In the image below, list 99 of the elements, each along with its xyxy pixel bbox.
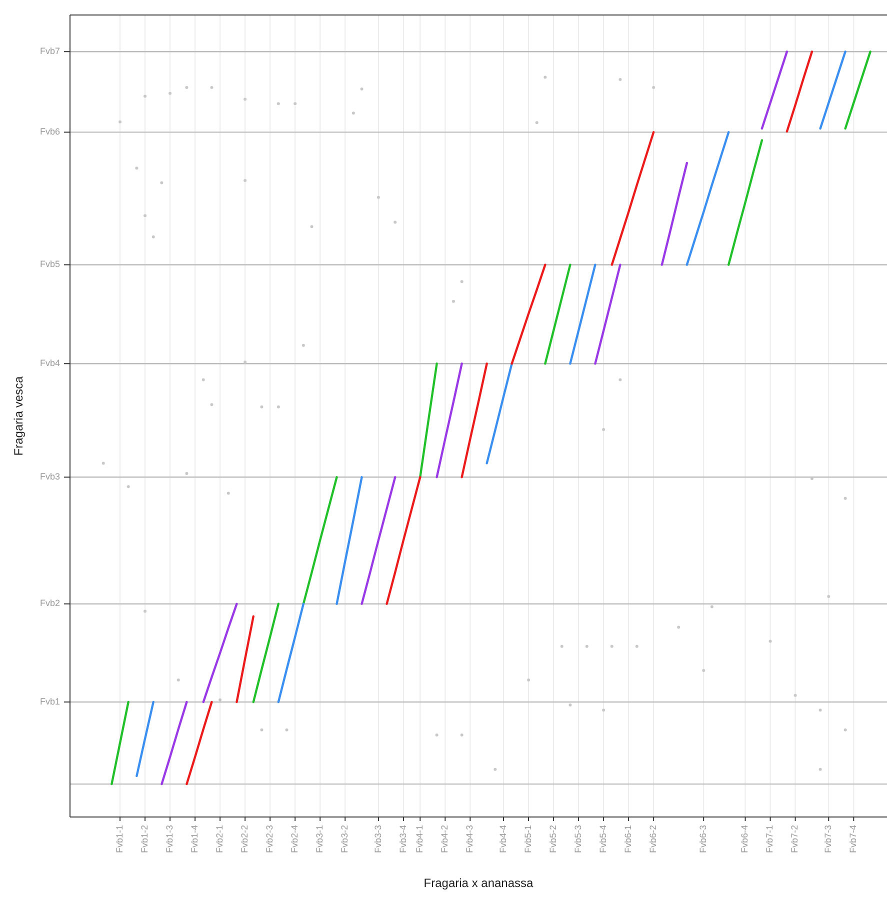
point — [460, 280, 464, 284]
point — [176, 678, 180, 682]
x-tick-label: Fvb6-1 — [622, 825, 633, 854]
x-tick-label: Fvb2-3 — [264, 825, 274, 854]
x-tick-label: Fvb1-4 — [189, 825, 200, 854]
x-tick-label: Fvb5-4 — [598, 825, 608, 854]
point — [435, 733, 438, 736]
point — [844, 728, 847, 732]
point — [794, 694, 797, 697]
x-tick-label: Fvb7-3 — [823, 825, 834, 854]
point — [244, 360, 247, 364]
x-tick-label: Fvb1-3 — [164, 825, 174, 854]
point — [460, 733, 464, 736]
point — [144, 214, 147, 218]
point — [210, 403, 214, 406]
x-tick-label: Fvb4-4 — [498, 825, 508, 854]
x-tick-label: Fvb2-4 — [289, 825, 300, 854]
ref-line-label: Fvb1 — [40, 696, 60, 706]
x-tick-label: Fvb1-2 — [139, 825, 150, 854]
ref-line-label: Fvb7 — [40, 46, 60, 56]
point — [276, 405, 280, 408]
x-tick-label: Fvb6-3 — [698, 825, 708, 854]
point — [352, 112, 355, 115]
point — [394, 220, 397, 224]
point — [144, 610, 147, 613]
x-axis-title: Fragaria x ananassa — [424, 876, 534, 890]
point — [285, 728, 288, 732]
point — [527, 678, 530, 682]
point — [568, 703, 572, 706]
point — [102, 462, 105, 465]
point — [818, 768, 822, 771]
x-tick-label: Fvb6-4 — [740, 825, 750, 854]
x-tick-label: Fvb3-3 — [372, 825, 383, 854]
point — [185, 86, 188, 90]
x-tick-label: Fvb2-2 — [239, 825, 250, 854]
ref-line-label: Fvb4 — [40, 358, 60, 368]
point — [376, 196, 380, 199]
point — [202, 378, 205, 382]
x-tick-label: Fvb7-4 — [848, 825, 858, 854]
ref-line-label: Fvb3 — [40, 472, 60, 482]
point — [210, 86, 214, 90]
point — [602, 428, 606, 432]
ref-line-label: Fvb6 — [40, 126, 60, 137]
x-tick-label: Fvb2-1 — [214, 825, 224, 854]
point — [494, 768, 497, 771]
point — [168, 92, 172, 95]
x-tick-label: Fvb4-1 — [414, 825, 425, 854]
point — [844, 496, 847, 500]
point — [160, 181, 164, 184]
point — [452, 300, 455, 303]
x-tick-label: Fvb5-3 — [572, 825, 583, 854]
point — [226, 492, 230, 495]
point — [185, 472, 188, 475]
x-tick-label: Fvb5-1 — [522, 825, 533, 854]
point — [768, 640, 772, 643]
point — [610, 644, 614, 648]
point — [810, 477, 814, 480]
point — [544, 76, 547, 79]
point — [152, 235, 155, 238]
x-tick-label: Fvb1-1 — [114, 825, 124, 854]
point — [276, 102, 280, 106]
point — [126, 485, 130, 488]
point — [827, 595, 830, 598]
ref-line-label: Fvb5 — [40, 259, 60, 270]
x-tick-label: Fvb7-1 — [764, 825, 775, 854]
x-tick-label: Fvb4-2 — [440, 825, 450, 854]
point — [144, 94, 147, 98]
point — [260, 405, 264, 408]
x-tick-label: Fvb4-3 — [464, 825, 475, 854]
point — [635, 644, 638, 648]
point — [294, 102, 297, 106]
x-tick-label: Fvb3-2 — [339, 825, 350, 854]
point — [618, 78, 622, 81]
x-tick-label: Fvb5-2 — [548, 825, 558, 854]
x-tick-label: Fvb7-2 — [790, 825, 800, 854]
y-axis-title: Fragaria vesca — [11, 376, 26, 456]
point — [710, 605, 714, 608]
point — [677, 626, 680, 629]
x-tick-label: Fvb6-2 — [648, 825, 658, 854]
x-tick-label: Fvb3-1 — [314, 825, 324, 854]
point — [560, 644, 564, 648]
point — [310, 225, 314, 228]
point — [260, 728, 264, 732]
point — [118, 120, 122, 124]
point — [652, 86, 656, 90]
point — [618, 378, 622, 382]
x-tick-label: Fvb3-4 — [398, 825, 408, 854]
ref-line-label: Fvb2 — [40, 598, 60, 608]
point — [702, 669, 706, 672]
point — [244, 98, 247, 101]
point — [218, 698, 222, 702]
point — [244, 179, 247, 182]
point — [360, 87, 364, 90]
point — [585, 644, 588, 648]
point — [135, 166, 138, 170]
point — [602, 708, 606, 712]
point — [818, 708, 822, 712]
point — [535, 121, 538, 124]
point — [302, 344, 305, 347]
